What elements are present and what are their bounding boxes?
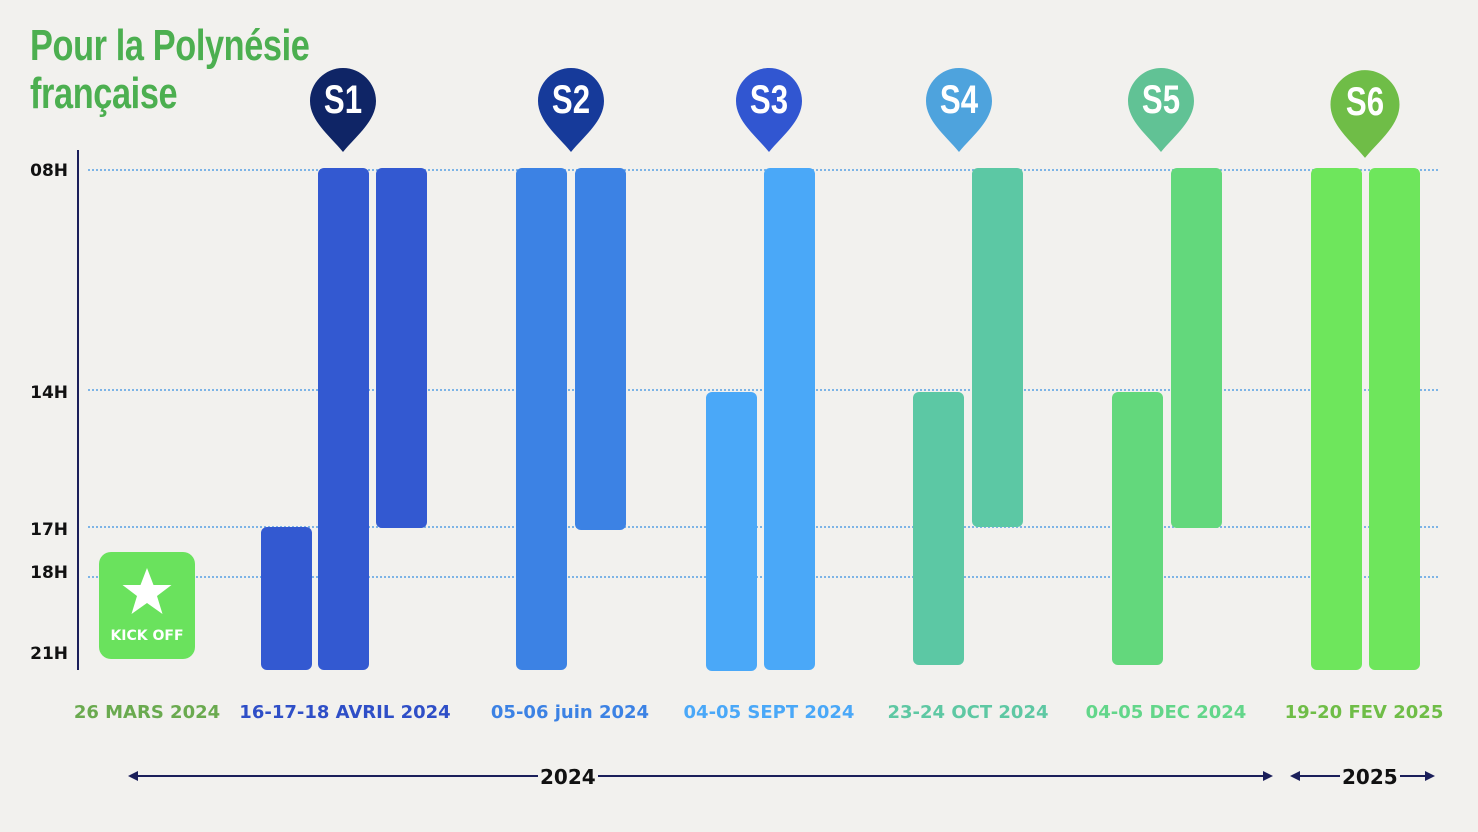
map-pin-icon — [1330, 70, 1400, 158]
session-label-s6: S6 — [1345, 80, 1385, 124]
session-label-s2: S2 — [551, 78, 591, 122]
date-label-s5: 04-05 DEC 2024 — [1085, 702, 1247, 723]
page-title: Pour la Polynésie française — [30, 21, 310, 118]
session-label-s4: S4 — [939, 78, 979, 122]
date-label-s3: 04-05 SEPT 2024 — [683, 702, 855, 723]
session-label-s3: S3 — [749, 78, 789, 122]
bar-s1-day1 — [261, 527, 312, 670]
bar-s2-day1 — [516, 168, 567, 670]
year-label-2025: 2025 — [1340, 765, 1400, 789]
bar-s5-day1 — [1112, 392, 1163, 665]
map-pin-icon — [538, 68, 604, 152]
session-pin-s5: S5 — [1126, 66, 1196, 154]
date-label-s2: 05-06 juin 2024 — [490, 702, 650, 723]
year-label-2024: 2024 — [538, 765, 598, 789]
gridline-18h — [88, 576, 1438, 578]
time-axis — [77, 150, 79, 670]
title-line-1: Pour la Polynésie — [30, 21, 310, 70]
title-line-2: française — [30, 69, 178, 118]
gridline-08h — [88, 169, 1438, 171]
gridline-14h — [88, 389, 1438, 391]
map-pin-icon — [1128, 68, 1194, 152]
session-pin-s3: S3 — [734, 66, 804, 154]
bar-s4-day1 — [913, 392, 964, 665]
bar-s1-day3 — [376, 168, 427, 528]
map-pin-icon — [736, 68, 802, 152]
session-label-s5: S5 — [1141, 78, 1181, 122]
session-pin-s6: S6 — [1328, 68, 1400, 158]
date-label-kickoff: 26 MARS 2024 — [73, 702, 221, 723]
bar-s2-day2 — [575, 168, 626, 530]
hour-label-17h: 17H — [30, 520, 68, 540]
session-label-s1: S1 — [323, 78, 363, 122]
hour-label-21h: 21H — [30, 644, 68, 664]
star-icon — [122, 568, 172, 614]
date-label-s4: 23-24 OCT 2024 — [887, 702, 1049, 723]
date-label-s1: 16-17-18 AVRIL 2024 — [239, 702, 451, 723]
bar-s3-day1 — [706, 392, 757, 671]
hour-label-08h: 08H — [30, 161, 68, 181]
map-pin-icon — [926, 68, 992, 152]
bar-s4-day2 — [972, 168, 1023, 527]
bar-s3-day2 — [764, 168, 815, 670]
kickoff-label: KICK OFF — [110, 628, 184, 644]
date-label-s6: 19-20 FEV 2025 — [1284, 702, 1444, 723]
bar-s6-day1 — [1311, 168, 1362, 670]
gridline-17h — [88, 526, 1438, 528]
hour-label-14h: 14H — [30, 383, 68, 403]
bar-s5-day2 — [1171, 168, 1222, 528]
session-pin-s2: S2 — [536, 66, 606, 154]
year-span-2024-arrow — [128, 771, 1273, 781]
bar-s1-day2 — [318, 168, 369, 670]
bar-s6-day2 — [1369, 168, 1420, 670]
hour-label-18h: 18H — [30, 563, 68, 583]
session-pin-s1: S1 — [308, 66, 378, 154]
kickoff-badge: KICK OFF — [99, 552, 195, 659]
session-pin-s4: S4 — [924, 66, 994, 154]
map-pin-icon — [310, 68, 376, 152]
